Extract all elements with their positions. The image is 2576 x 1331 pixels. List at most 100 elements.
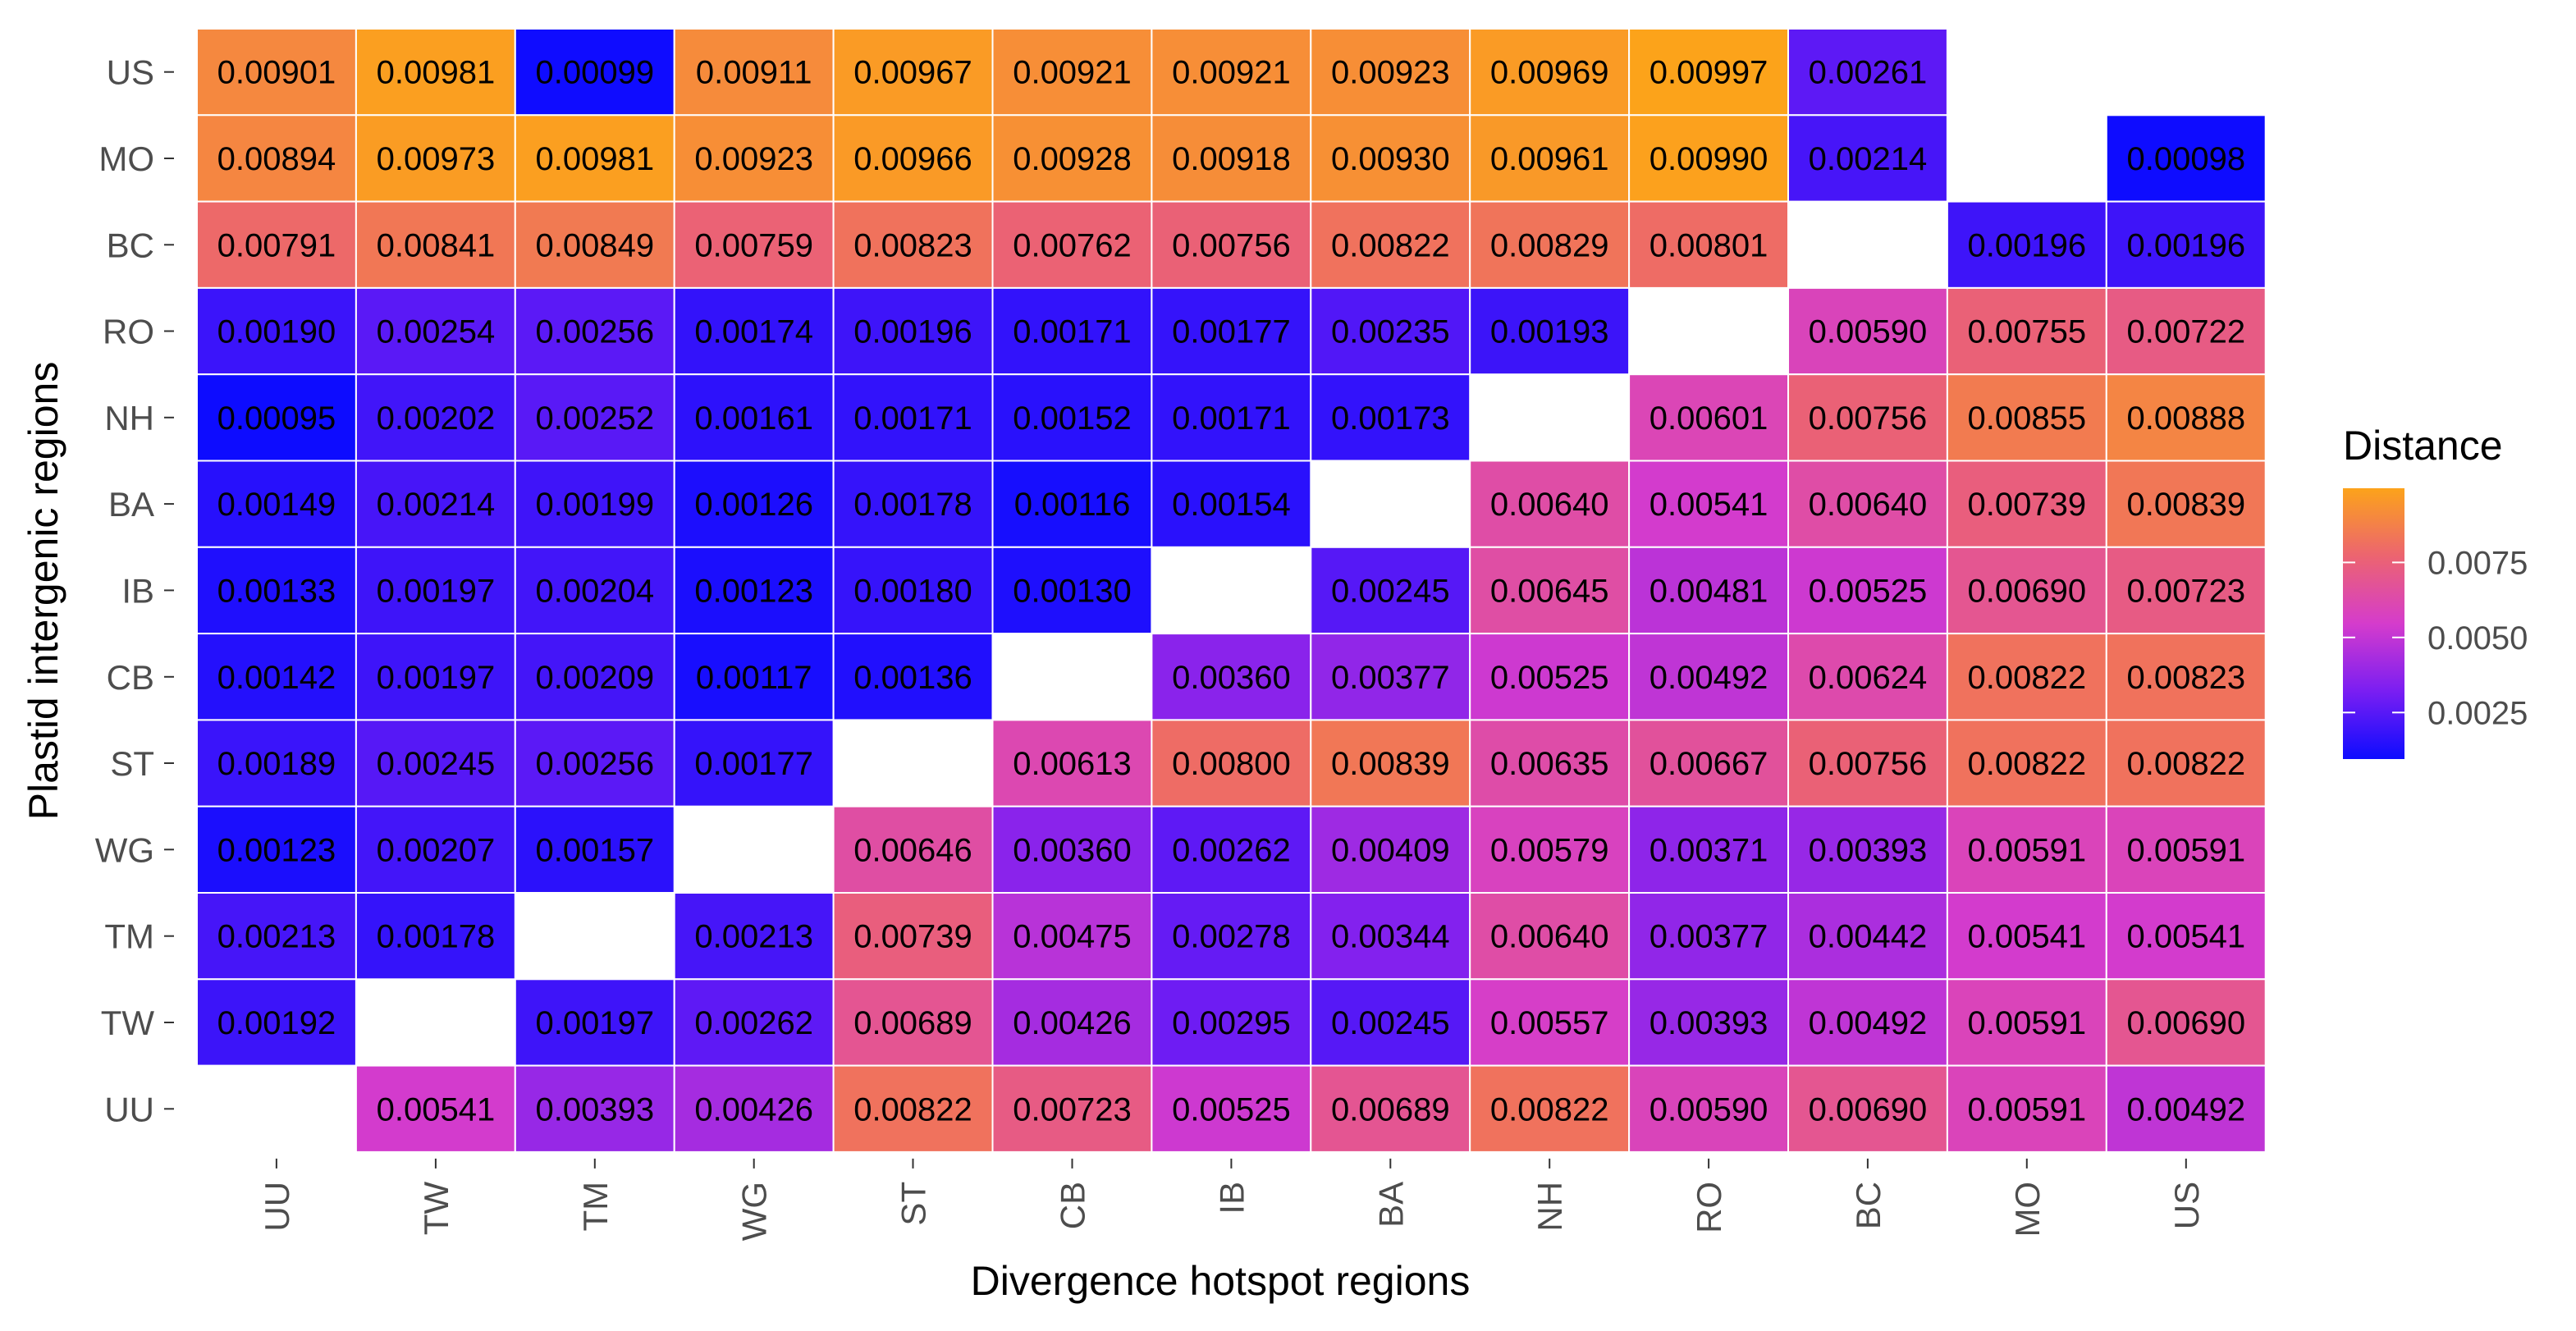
cell-value-label: 0.00689 xyxy=(1331,1091,1450,1127)
heatmap-cell-ST-WG xyxy=(673,719,835,807)
cell-value-label: 0.00997 xyxy=(1649,55,1768,91)
heatmap-cell-TW-ST xyxy=(832,978,994,1067)
x-tick-label: TM xyxy=(576,1182,615,1232)
heatmap-cell-IB-BA xyxy=(1310,546,1471,635)
cell-value-label: 0.00525 xyxy=(1172,1091,1291,1127)
heatmap-cell-CB-ST xyxy=(832,633,994,721)
heatmap-cell-MO-IB xyxy=(1151,114,1312,203)
cell-value-label: 0.00409 xyxy=(1331,832,1450,868)
heatmap-cell-MO-ST xyxy=(832,114,994,203)
cell-value-label: 0.00855 xyxy=(1968,400,2087,437)
heatmap-cell-TM-BA xyxy=(1310,892,1471,981)
heatmap-cell-CB-US xyxy=(2105,633,2267,721)
heatmap-cell-BC-BA xyxy=(1310,200,1471,289)
cell-value-label: 0.00525 xyxy=(1809,573,1928,609)
heatmap-cell-TM-CB xyxy=(991,892,1153,981)
y-tick-label: BA xyxy=(108,485,154,524)
cell-value-label: 0.00756 xyxy=(1172,227,1291,263)
cell-value-label: 0.00214 xyxy=(377,487,496,523)
cell-value-label: 0.00171 xyxy=(1013,314,1132,350)
cell-value-label: 0.00360 xyxy=(1013,832,1132,868)
cell-value-label: 0.00193 xyxy=(1490,314,1609,350)
heatmap-cell-BA-NH xyxy=(1469,460,1631,548)
cell-value-label: 0.00888 xyxy=(2127,400,2246,437)
x-tick-label: UU xyxy=(258,1182,296,1232)
cell-value-label: 0.00723 xyxy=(2127,573,2246,609)
cell-value-label: 0.00579 xyxy=(1490,832,1609,868)
cell-value-label: 0.00098 xyxy=(2127,141,2246,177)
x-tick-label: RO xyxy=(1690,1182,1728,1233)
heatmap-cell-RO-UU xyxy=(196,286,357,376)
y-tick-label: BC xyxy=(107,226,154,264)
cell-value-label: 0.00204 xyxy=(536,573,655,609)
cell-value-label: 0.00262 xyxy=(694,1005,813,1041)
heatmap-cell-IB-TM xyxy=(514,546,675,635)
legend-colorbar xyxy=(2343,488,2404,759)
heatmap-cell-MO-UU xyxy=(196,114,357,203)
legend-ticks: 0.0025 0.0050 0.0075 xyxy=(2343,545,2528,731)
heatmap-cell-ST-TM xyxy=(514,719,675,807)
cell-value-label: 0.00371 xyxy=(1649,832,1768,868)
y-tick-label: UU xyxy=(104,1090,154,1128)
cell-value-label: 0.00645 xyxy=(1490,573,1609,609)
cell-value-label: 0.00426 xyxy=(1013,1005,1132,1041)
x-tick-label: ST xyxy=(895,1182,933,1226)
cell-value-label: 0.00344 xyxy=(1331,919,1450,955)
heatmap-cell-NH-BA xyxy=(1310,373,1471,462)
cell-value-label: 0.00525 xyxy=(1490,660,1609,696)
heatmap-cell-TW-UU xyxy=(196,978,357,1067)
heatmap-cell-TW-US xyxy=(2105,978,2267,1067)
cell-value-label: 0.00541 xyxy=(2127,919,2246,955)
cell-value-label: 0.00178 xyxy=(853,487,972,523)
heatmap-cell-ST-US xyxy=(2105,719,2267,807)
heatmap-cell-IB-NH xyxy=(1469,546,1631,635)
heatmap-cell-IB-ST xyxy=(832,546,994,635)
cell-value-label: 0.00295 xyxy=(1172,1005,1291,1041)
x-axis-ticks: UU TW TM WG ST CB IB BA NH RO BC MO US xyxy=(258,1158,2206,1241)
heatmap-cell-TM-NH xyxy=(1469,892,1631,981)
x-tick-label: BA xyxy=(1371,1182,1410,1228)
cell-value-label: 0.00911 xyxy=(696,55,812,91)
cell-value-label: 0.00613 xyxy=(1013,746,1132,782)
cell-value-label: 0.00192 xyxy=(217,1005,336,1041)
cell-value-label: 0.00492 xyxy=(1809,1005,1928,1041)
heatmap-cell-IB-US xyxy=(2105,546,2267,635)
y-tick-label: TW xyxy=(101,1004,155,1042)
cell-value-label: 0.00973 xyxy=(377,141,496,177)
heatmap-cell-TW-NH xyxy=(1469,978,1631,1067)
y-tick-label: TM xyxy=(104,917,154,956)
cell-value-label: 0.00099 xyxy=(536,55,655,91)
heatmap-cell-WG-CB xyxy=(991,805,1153,894)
cell-value-label: 0.00923 xyxy=(1331,55,1450,91)
cell-value-label: 0.00213 xyxy=(694,919,813,955)
heatmap-cell-RO-US xyxy=(2105,286,2267,376)
heatmap-cell-CB-TW xyxy=(355,633,516,721)
cell-value-label: 0.00981 xyxy=(536,141,655,177)
cell-value-label: 0.00541 xyxy=(1968,919,2087,955)
cell-value-label: 0.00829 xyxy=(1490,227,1609,263)
cell-value-label: 0.00196 xyxy=(853,314,972,350)
cell-value-label: 0.00839 xyxy=(2127,487,2246,523)
heatmap-cell-UU-BA xyxy=(1310,1064,1471,1153)
cell-value-label: 0.00202 xyxy=(377,400,496,437)
cell-value-label: 0.00154 xyxy=(1172,487,1291,523)
y-tick-label: IB xyxy=(121,571,154,610)
cell-value-label: 0.00245 xyxy=(377,746,496,782)
cell-value-label: 0.00197 xyxy=(536,1005,655,1041)
cell-value-label: 0.00130 xyxy=(1013,573,1132,609)
heatmap-cell-IB-TW xyxy=(355,546,516,635)
heatmap-cell-UU-IB xyxy=(1151,1064,1312,1153)
x-tick-label: TW xyxy=(417,1182,455,1236)
cell-value-label: 0.00591 xyxy=(2127,832,2246,868)
cell-value-label: 0.00841 xyxy=(377,227,496,263)
heatmap-cell-BA-IB xyxy=(1151,460,1312,548)
heatmap-cell-MO-CB xyxy=(991,114,1153,203)
cell-value-label: 0.00667 xyxy=(1649,746,1768,782)
heatmap-cell-BA-ST xyxy=(832,460,994,548)
cell-value-label: 0.00152 xyxy=(1013,400,1132,437)
heatmap-cell-MO-BC xyxy=(1787,114,1948,203)
heatmap-cell-UU-CB xyxy=(991,1064,1153,1153)
cell-value-label: 0.00759 xyxy=(694,227,813,263)
heatmap-cell-ST-TW xyxy=(355,719,516,807)
cell-value-label: 0.00981 xyxy=(377,55,496,91)
